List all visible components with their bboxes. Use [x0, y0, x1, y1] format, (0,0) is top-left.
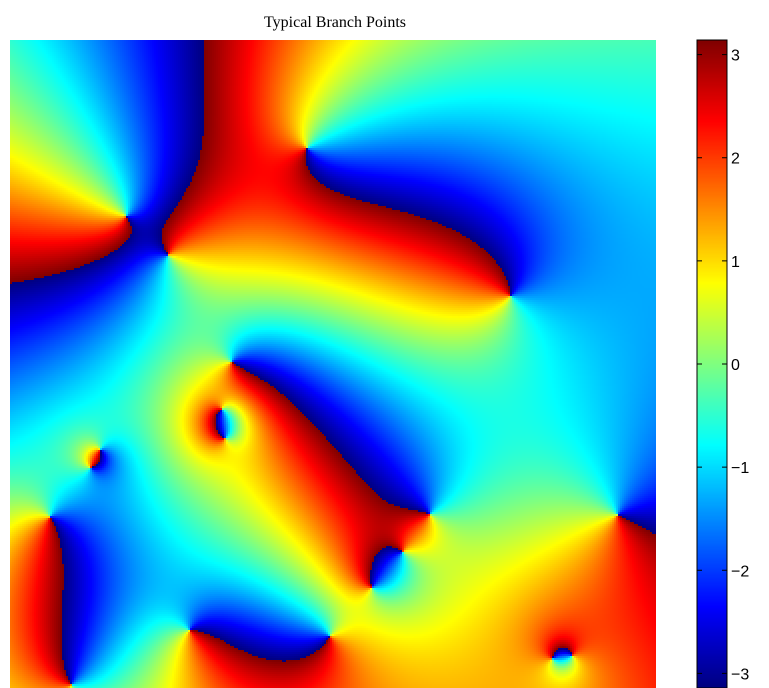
colorbar-tick-label: 0: [731, 357, 740, 374]
colorbar-tick-label: 2: [731, 151, 740, 168]
heatmap-plot-area: [10, 40, 656, 688]
colorbar-tick-label: 1: [731, 254, 740, 271]
colorbar-ticks: 3 2 1 0 −1 −2 −3: [697, 48, 749, 683]
colorbar-tick-label: −3: [731, 666, 749, 683]
colorbar-tick-label: −2: [731, 563, 749, 580]
chart-title: Typical Branch Points: [264, 14, 406, 31]
phase-heatmap: [10, 40, 656, 688]
colorbar-tick-label: −1: [731, 460, 749, 477]
colorbar-tick-label: 3: [731, 48, 740, 65]
colorbar: 3 2 1 0 −1 −2 −3: [696, 39, 749, 688]
